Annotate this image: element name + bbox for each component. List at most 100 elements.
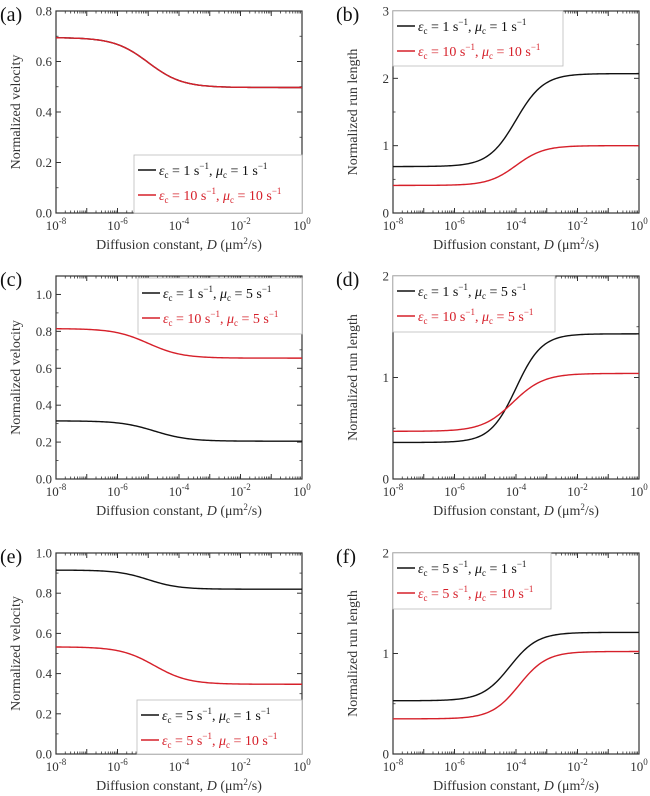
x-tick-label: 10-8 [46,757,67,774]
x-tick-label: 10-6 [444,216,465,233]
series-line-red [393,372,639,432]
x-tick-label: 100 [293,216,311,233]
series-line-black [56,420,302,442]
y-tick-label: 2 [383,546,390,561]
legend: εc = 1 s−1, μc = 5 s−1 εc = 10 s−1, μc = … [392,275,556,333]
x-tick-label: 10-2 [567,216,588,233]
series-line-red [393,650,639,720]
x-tick-label: 10-2 [567,757,588,774]
y-tick-label: 0 [383,747,390,762]
panel-b: 10-8 10-6 10-4 10-2 100 0 1 2 3 Diffusion constan… [336,4,648,254]
y-tick-label: 0.8 [36,324,52,339]
legend-entry: εc = 1 s−1, μc = 1 s−1 [159,161,267,180]
x-tick-label: 10-6 [444,757,465,774]
panel-a: 10-8 10-6 10-4 10-2 100 0.0 0.2 0.4 0.6 0.8 Diffus… [0,4,311,254]
y-tick-label: 0.4 [36,105,53,120]
x-tick-label: 10-8 [383,757,404,774]
y-tick-label: 0.0 [36,747,52,762]
series-line-red [393,144,639,187]
x-axis-title: Diffusion constant, D (μm2/s) [433,777,599,794]
y-tick-label: 0.2 [36,435,52,450]
x-tick-label: 100 [293,482,311,499]
legend-entry: εc = 10 s−1, μc = 5 s−1 [163,309,278,328]
x-tick-label: 10-4 [169,482,190,499]
legend-entry: εc = 5 s−1, μc = 1 s−1 [162,706,270,725]
x-tick-label: 10-8 [383,482,404,499]
legend-entry: εc = 10 s−1, μc = 5 s−1 [418,307,533,326]
series-line-black [393,631,639,702]
y-tick-label: 0.4 [36,398,53,413]
x-axis-title: Diffusion constant, D (μm2/s) [433,502,599,519]
x-tick-label: 10-8 [46,216,67,233]
y-tick-label: 2 [383,71,390,86]
x-axis-title: Diffusion constant, D (μm2/s) [96,777,262,794]
series-line-black [55,569,302,590]
series-line-black [393,72,639,168]
series-line-red [55,328,302,359]
x-tick-label: 10-4 [506,216,527,233]
y-tick-label: 0 [383,472,390,487]
legend-box [392,552,552,610]
legend-entry: εc = 5 s−1, μc = 1 s−1 [418,559,526,578]
y-tick-label: 0.4 [36,666,53,681]
legend-box [136,699,303,755]
y-tick-label: 2 [383,269,390,284]
legend-box [392,275,556,333]
y-tick-label: 0.2 [36,155,52,170]
y-tick-label: 0.6 [36,54,53,69]
x-tick-label: 10-6 [107,757,128,774]
y-tick-label: 0.6 [36,361,53,376]
y-tick-label: 3 [383,4,390,19]
x-tick-label: 10-8 [383,216,404,233]
x-tick-label: 10-6 [107,216,128,233]
x-tick-label: 100 [630,216,648,233]
x-axis-title: Diffusion constant, D (μm2/s) [433,236,599,253]
panel-label: (e) [0,546,22,568]
x-axis-title: Diffusion constant, D (μm2/s) [96,236,262,253]
legend-entry: εc = 1 s−1, μc = 5 s−1 [418,282,526,301]
legend-entry: εc = 10 s−1, μc = 10 s−1 [159,186,281,205]
legend: εc = 5 s−1, μc = 1 s−1 εc = 5 s−1, μc = 1… [136,699,303,755]
legend-entry: εc = 10 s−1, μc = 10 s−1 [418,42,540,61]
y-tick-label: 0.0 [36,206,52,221]
x-tick-label: 10-6 [107,482,128,499]
x-tick-label: 10-2 [567,482,588,499]
legend-box [137,277,303,335]
y-axis-title: Normalized velocity [9,596,24,711]
x-tick-label: 10-2 [230,757,251,774]
y-tick-label: 0.6 [36,626,53,641]
x-tick-label: 100 [293,757,311,774]
y-tick-label: 0.8 [36,586,52,601]
series-line-black [393,333,639,444]
x-tick-label: 10-4 [506,757,527,774]
legend: εc = 1 s−1, μc = 1 s−1 εc = 10 s−1, μc = … [133,154,303,214]
legend: εc = 5 s−1, μc = 1 s−1 εc = 5 s−1, μc = 1… [392,552,552,610]
x-tick-label: 10-4 [169,757,190,774]
x-tick-label: 10-2 [230,482,251,499]
y-axis-title: Normalized velocity [9,320,24,435]
legend-box [392,10,564,67]
panel-label: (f) [336,546,356,568]
y-axis-title: Normalized run length [346,314,361,441]
legend-entry: εc = 5 s−1, μc = 10 s−1 [162,731,277,750]
panel-e: 10-8 10-6 10-4 10-2 100 0.0 0.2 0.4 0.6 0.8 1.0 Dif… [0,546,311,795]
panel-c: 10-8 10-6 10-4 10-2 100 0.0 0.2 0.4 0.6 0.8 1.0 Dif… [0,269,311,519]
legend: εc = 1 s−1, μc = 1 s−1 εc = 10 s−1, μc = … [392,10,564,67]
y-tick-label: 1.0 [36,287,52,302]
y-axis-title: Normalized run length [346,49,361,176]
y-tick-label: 1 [383,138,390,153]
x-tick-label: 10-4 [506,482,527,499]
x-tick-label: 100 [630,482,648,499]
y-axis-title: Normalized run length [346,590,361,717]
panel-label: (b) [336,4,359,26]
y-tick-label: 1 [383,646,390,661]
panel-label: (d) [336,269,359,291]
x-axis-title: Diffusion constant, D (μm2/s) [96,502,262,519]
legend-entry: εc = 1 s−1, μc = 1 s−1 [418,17,526,36]
y-tick-label: 0.8 [36,4,52,19]
x-tick-label: 100 [630,757,648,774]
y-tick-label: 0 [383,206,390,221]
panel-label: (a) [0,4,22,26]
legend: εc = 1 s−1, μc = 5 s−1 εc = 10 s−1, μc = … [137,277,303,335]
